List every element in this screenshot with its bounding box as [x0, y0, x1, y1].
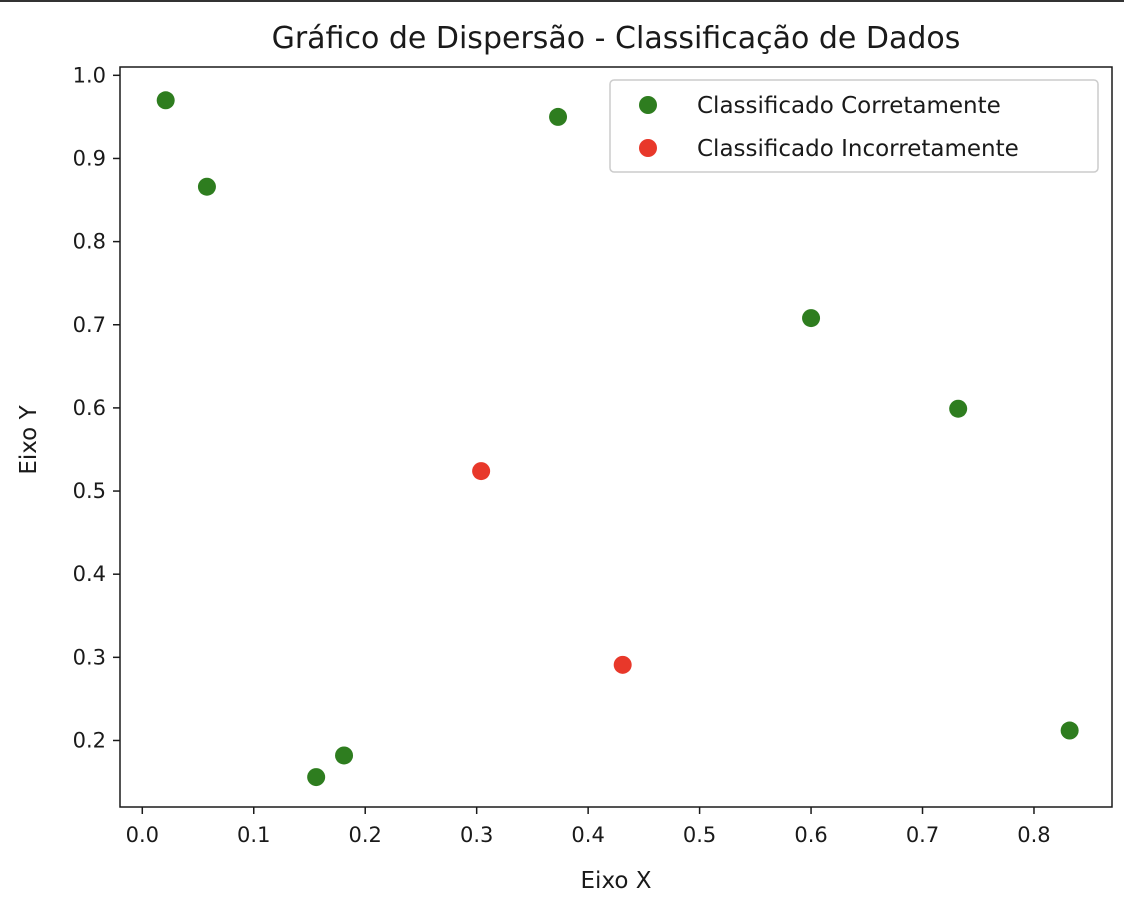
point-correct [307, 768, 326, 787]
x-tick-label: 0.6 [794, 823, 827, 847]
legend: Classificado Corretamente Classificado I… [609, 79, 1099, 173]
point-correct [1060, 721, 1079, 740]
point-correct [949, 399, 968, 418]
x-tick-label: 0.0 [126, 823, 159, 847]
x-tick-label: 0.2 [349, 823, 382, 847]
y-tick-label: 0.2 [73, 728, 106, 752]
point-correct [156, 91, 175, 110]
point-correct [549, 107, 568, 126]
legend-marker-correct [639, 96, 657, 114]
y-tick-label: 0.6 [73, 396, 106, 420]
x-tick-label: 0.5 [683, 823, 716, 847]
y-tick-label: 1.0 [73, 63, 106, 87]
point-correct [335, 746, 354, 765]
chart-title: Gráfico de Dispersão - Classificação de … [272, 21, 961, 56]
point-correct [197, 177, 216, 196]
y-tick-label: 0.7 [73, 313, 106, 337]
point-correct [802, 309, 821, 328]
point-incorrect [613, 655, 632, 674]
y-tick-label: 0.3 [73, 645, 106, 669]
y-axis-label: Eixo Y [16, 404, 42, 474]
x-tick-label: 0.7 [906, 823, 939, 847]
legend-label-correct: Classificado Corretamente [697, 93, 1001, 119]
x-tick-label: 0.4 [571, 823, 604, 847]
scatter-points [156, 91, 1079, 787]
legend-box [609, 79, 1099, 173]
x-tick-label: 0.1 [237, 823, 270, 847]
plot-area-frame [119, 66, 1113, 808]
x-tick-label: 0.3 [460, 823, 493, 847]
point-incorrect [472, 462, 491, 481]
x-tick-label: 0.8 [1017, 823, 1050, 847]
y-axis-ticks: 0.2 0.3 0.4 0.5 0.6 0.7 0.8 0.9 1.0 [73, 63, 120, 752]
legend-marker-incorrect [639, 139, 657, 157]
x-axis-ticks: 0.0 0.1 0.2 0.3 0.4 0.5 0.6 0.7 0.8 [126, 807, 1051, 847]
y-tick-label: 0.9 [73, 146, 106, 170]
y-tick-label: 0.5 [73, 479, 106, 503]
legend-label-incorrect: Classificado Incorretamente [697, 136, 1019, 162]
y-tick-label: 0.8 [73, 230, 106, 254]
x-axis-label: Eixo X [581, 868, 652, 894]
y-tick-label: 0.4 [73, 562, 106, 586]
